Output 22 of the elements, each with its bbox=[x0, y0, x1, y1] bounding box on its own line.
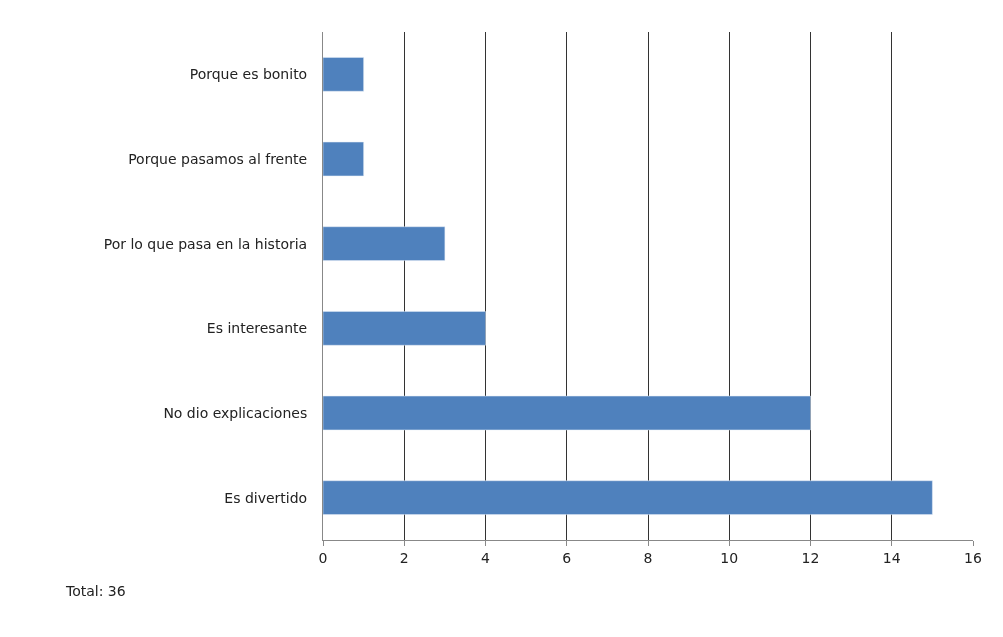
x-tick-label: 14 bbox=[882, 549, 901, 566]
bar bbox=[323, 226, 446, 261]
y-tick-label: Porque pasamos al frente bbox=[128, 150, 308, 167]
bar bbox=[323, 141, 364, 177]
bar bbox=[323, 395, 811, 431]
x-tick-label: 16 bbox=[964, 549, 982, 566]
x-tick-label: 8 bbox=[643, 549, 653, 566]
x-tick-label: 0 bbox=[318, 549, 328, 566]
x-tick-label: 6 bbox=[562, 549, 572, 566]
bar bbox=[323, 480, 933, 515]
y-tick-label: Es divertido bbox=[224, 489, 308, 506]
bar bbox=[323, 311, 486, 346]
x-tick-label: 10 bbox=[720, 549, 739, 566]
y-tick-label: No dio explicaciones bbox=[163, 404, 308, 421]
x-tick-label: 12 bbox=[801, 549, 820, 566]
x-tick-label: 2 bbox=[399, 549, 409, 566]
y-tick-label: Es interesante bbox=[206, 320, 308, 337]
y-tick-label: Por lo que pasa en la historia bbox=[103, 235, 308, 252]
x-tick-label: 4 bbox=[481, 549, 491, 566]
y-tick-label: Porque es bonito bbox=[189, 66, 308, 83]
bar bbox=[323, 57, 364, 92]
text: Total: 36 bbox=[65, 583, 126, 599]
